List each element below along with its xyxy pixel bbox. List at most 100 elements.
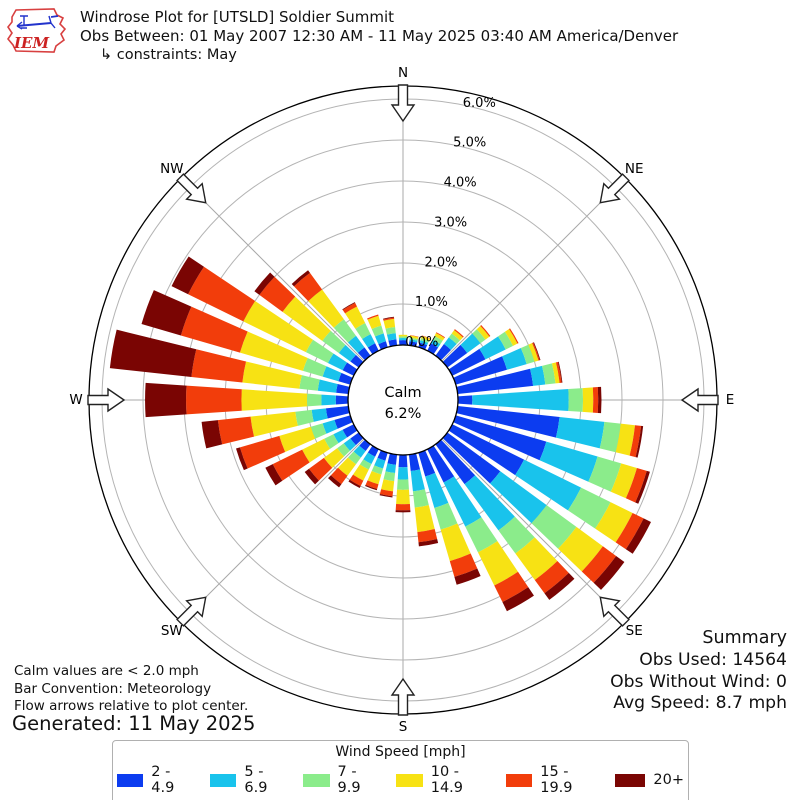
windrose-bar-segment <box>398 338 408 341</box>
plot-notes: Calm values are < 2.0 mph Bar Convention… <box>14 663 248 716</box>
legend-label: 5 - 6.9 <box>244 764 268 796</box>
windrose-bar-segment <box>357 347 371 361</box>
windrose-bar-segment <box>410 335 419 338</box>
windrose-bar-segment <box>371 465 384 475</box>
windrose-bar-segment <box>145 382 187 418</box>
windrose-bar-segment <box>615 423 635 456</box>
windrose-bar-segment <box>367 315 382 330</box>
windrose-bar-segment <box>383 318 396 329</box>
windrose-bar-segment <box>530 365 546 386</box>
flow-arrow-icon <box>599 596 630 627</box>
windrose-bar-segment <box>385 463 396 474</box>
windrose-bar-segment <box>419 340 429 346</box>
windrose-bar-segment <box>383 471 396 482</box>
windrose-bar-segment <box>374 457 386 469</box>
avg-speed-label: Avg Speed: 8.7 mph <box>613 693 787 714</box>
windrose-bar-segment <box>317 379 338 393</box>
windrose-bar-segment <box>295 409 314 426</box>
windrose-bar-segment <box>453 356 507 385</box>
legend-swatch-icon <box>210 773 237 787</box>
windrose-bar-segment <box>379 489 394 497</box>
windrose-bar-segment <box>343 438 356 451</box>
windrose-bar-segment <box>272 449 310 481</box>
windrose-bar-segment <box>335 395 349 405</box>
calm-label: Calm <box>384 385 421 401</box>
windrose-bar-segment <box>299 375 320 391</box>
windrose-bar-segment <box>395 510 411 513</box>
windrose-bar-segment <box>236 447 248 471</box>
windrose-bar-segment <box>333 319 356 343</box>
windrose-bar-segment <box>306 393 322 407</box>
flow-arrow-icon <box>87 387 126 413</box>
windrose-bar-segment <box>582 387 594 413</box>
windrose-bar-segment <box>520 344 535 365</box>
windrose-bar-segment <box>342 302 357 314</box>
windrose-bar-segment <box>581 546 617 583</box>
windrose-bar-segment <box>398 454 408 468</box>
windrose-bar-segment <box>454 329 464 338</box>
windrose-bar-segment <box>254 272 275 295</box>
compass-label-se: SE <box>626 623 643 639</box>
windrose-bar-segment <box>409 335 419 340</box>
calm-circle <box>347 344 459 456</box>
windrose-bar-segment <box>430 339 441 348</box>
windrose-bar-segment <box>383 316 395 320</box>
r-axis-tick-label: 0.0% <box>405 335 438 350</box>
windrose-bar-segment <box>375 333 386 345</box>
windrose-bar-segment <box>454 568 481 585</box>
windrose-bar-segment <box>188 266 256 322</box>
windrose-bar-segment <box>442 344 468 368</box>
legend-item-1: 5 - 6.9 <box>210 764 285 796</box>
windrose-bar-segment <box>420 335 430 342</box>
windrose-bar-segment <box>338 372 353 385</box>
windrose-bar-segment <box>479 336 506 360</box>
windrose-bar-segment <box>345 306 366 329</box>
windrose-bar-segment <box>635 470 650 504</box>
compass-label-sw: SW <box>161 623 183 639</box>
windrose-bar-segment <box>498 331 514 350</box>
windrose-bar-segment <box>397 467 409 480</box>
legend-label: 7 - 9.9 <box>337 764 361 796</box>
windrose-bar-segment <box>311 408 328 422</box>
windrose-bar-segment <box>302 438 331 463</box>
windrose-bar-segment <box>442 432 501 484</box>
legend-item-4: 15 - 19.9 <box>505 764 597 796</box>
windrose-bar-segment <box>460 333 481 353</box>
windrose-bar-segment <box>432 335 443 345</box>
r-axis-tick-label: 4.0% <box>444 176 477 191</box>
windrose-bar-segment <box>141 290 192 336</box>
windrose-bar-segment <box>595 502 633 543</box>
legend-item-3: 10 - 14.9 <box>396 764 487 796</box>
windrose-bar-segment <box>502 587 534 612</box>
legend-swatch-icon <box>505 773 533 787</box>
windrose-bar-segment <box>353 464 369 481</box>
windrose-bar-segment <box>480 325 491 337</box>
windrose-bar-segment <box>398 334 408 337</box>
windrose-bar-segment <box>592 387 599 413</box>
windrose-bar-segment <box>625 518 651 554</box>
windrose-bar-segment <box>435 332 445 338</box>
legend-item-0: 2 - 4.9 <box>117 764 192 796</box>
windrose-bar-segment <box>599 421 621 453</box>
windrose-bar-segment <box>362 334 376 348</box>
windrose-bar-segment <box>337 443 350 457</box>
windrose-bar-segment <box>472 329 486 344</box>
windrose-bar-segment <box>410 469 425 492</box>
legend-title: Wind Speed [mph] <box>335 744 466 760</box>
flow-arrow-icon <box>599 173 630 204</box>
windrose-bar-segment <box>425 472 449 508</box>
windrose-bar-segment <box>186 385 242 415</box>
windrose-bar-segment <box>448 424 525 476</box>
windrose-bar-segment <box>418 450 436 477</box>
arrows-note: Flow arrows relative to plot center. <box>14 698 249 715</box>
anemometer-icon <box>16 15 59 30</box>
windrose-bar-segment <box>291 270 310 287</box>
flow-arrow-icon <box>176 596 207 627</box>
windrose-bar-segment <box>533 342 541 361</box>
windrose-bar-segment <box>515 459 582 511</box>
windrose-bar-segment <box>502 348 527 370</box>
windrose-bar-segment <box>243 300 313 353</box>
windrose-bar-segment <box>417 529 438 543</box>
